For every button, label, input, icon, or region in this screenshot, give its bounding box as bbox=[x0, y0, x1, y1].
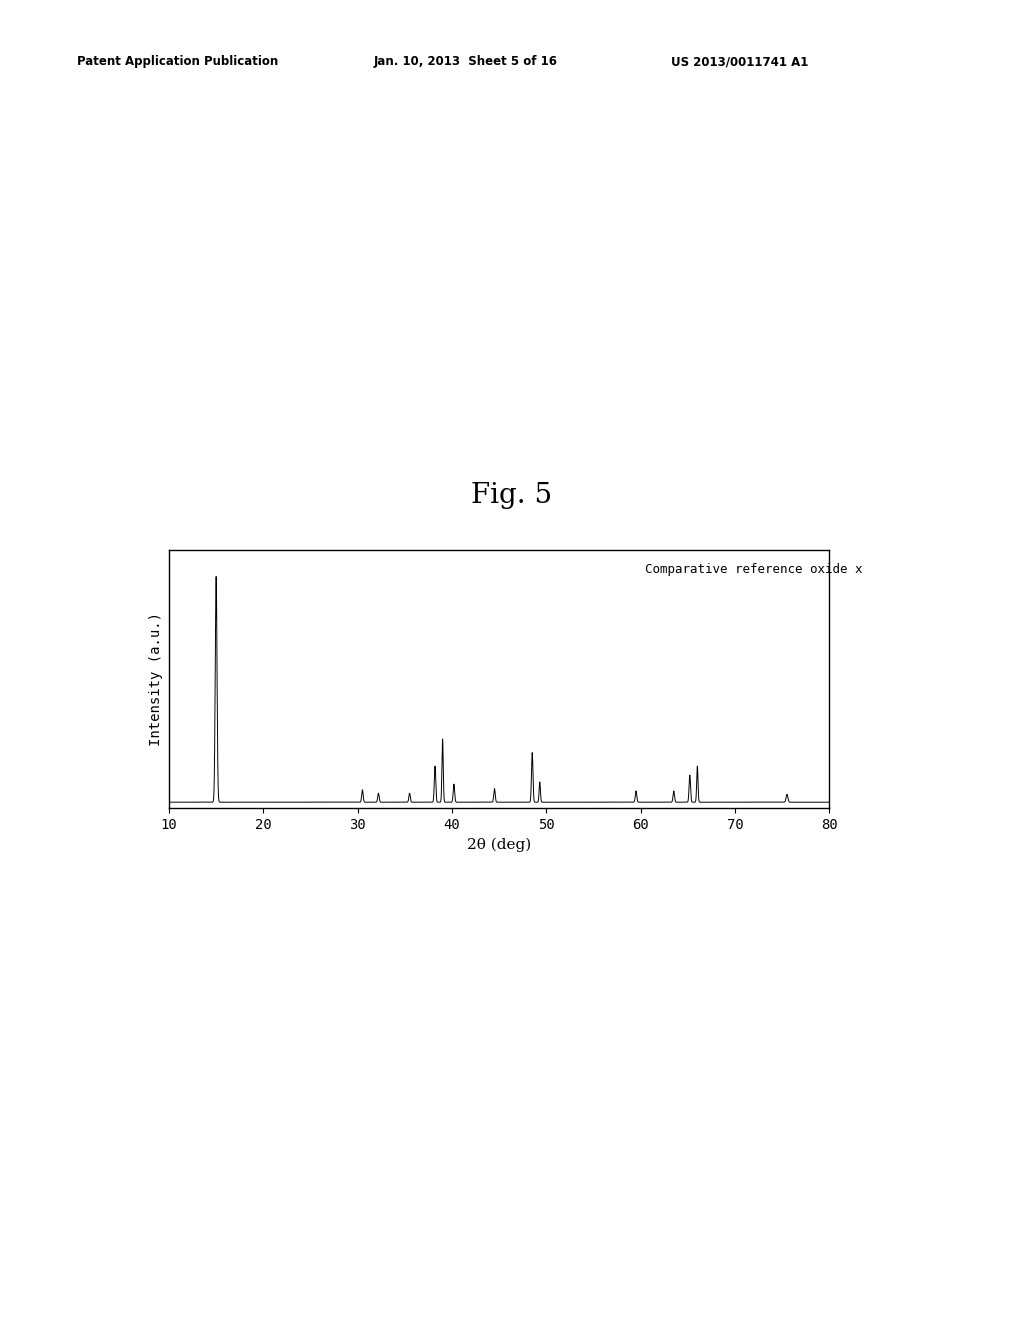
X-axis label: 2θ (deg): 2θ (deg) bbox=[467, 837, 531, 851]
Text: Comparative reference oxide x: Comparative reference oxide x bbox=[644, 564, 862, 577]
Y-axis label: Intensity (a.u.): Intensity (a.u.) bbox=[150, 612, 164, 746]
Text: Patent Application Publication: Patent Application Publication bbox=[77, 55, 279, 69]
Text: Jan. 10, 2013  Sheet 5 of 16: Jan. 10, 2013 Sheet 5 of 16 bbox=[374, 55, 558, 69]
Text: US 2013/0011741 A1: US 2013/0011741 A1 bbox=[671, 55, 808, 69]
Text: Fig. 5: Fig. 5 bbox=[471, 482, 553, 508]
